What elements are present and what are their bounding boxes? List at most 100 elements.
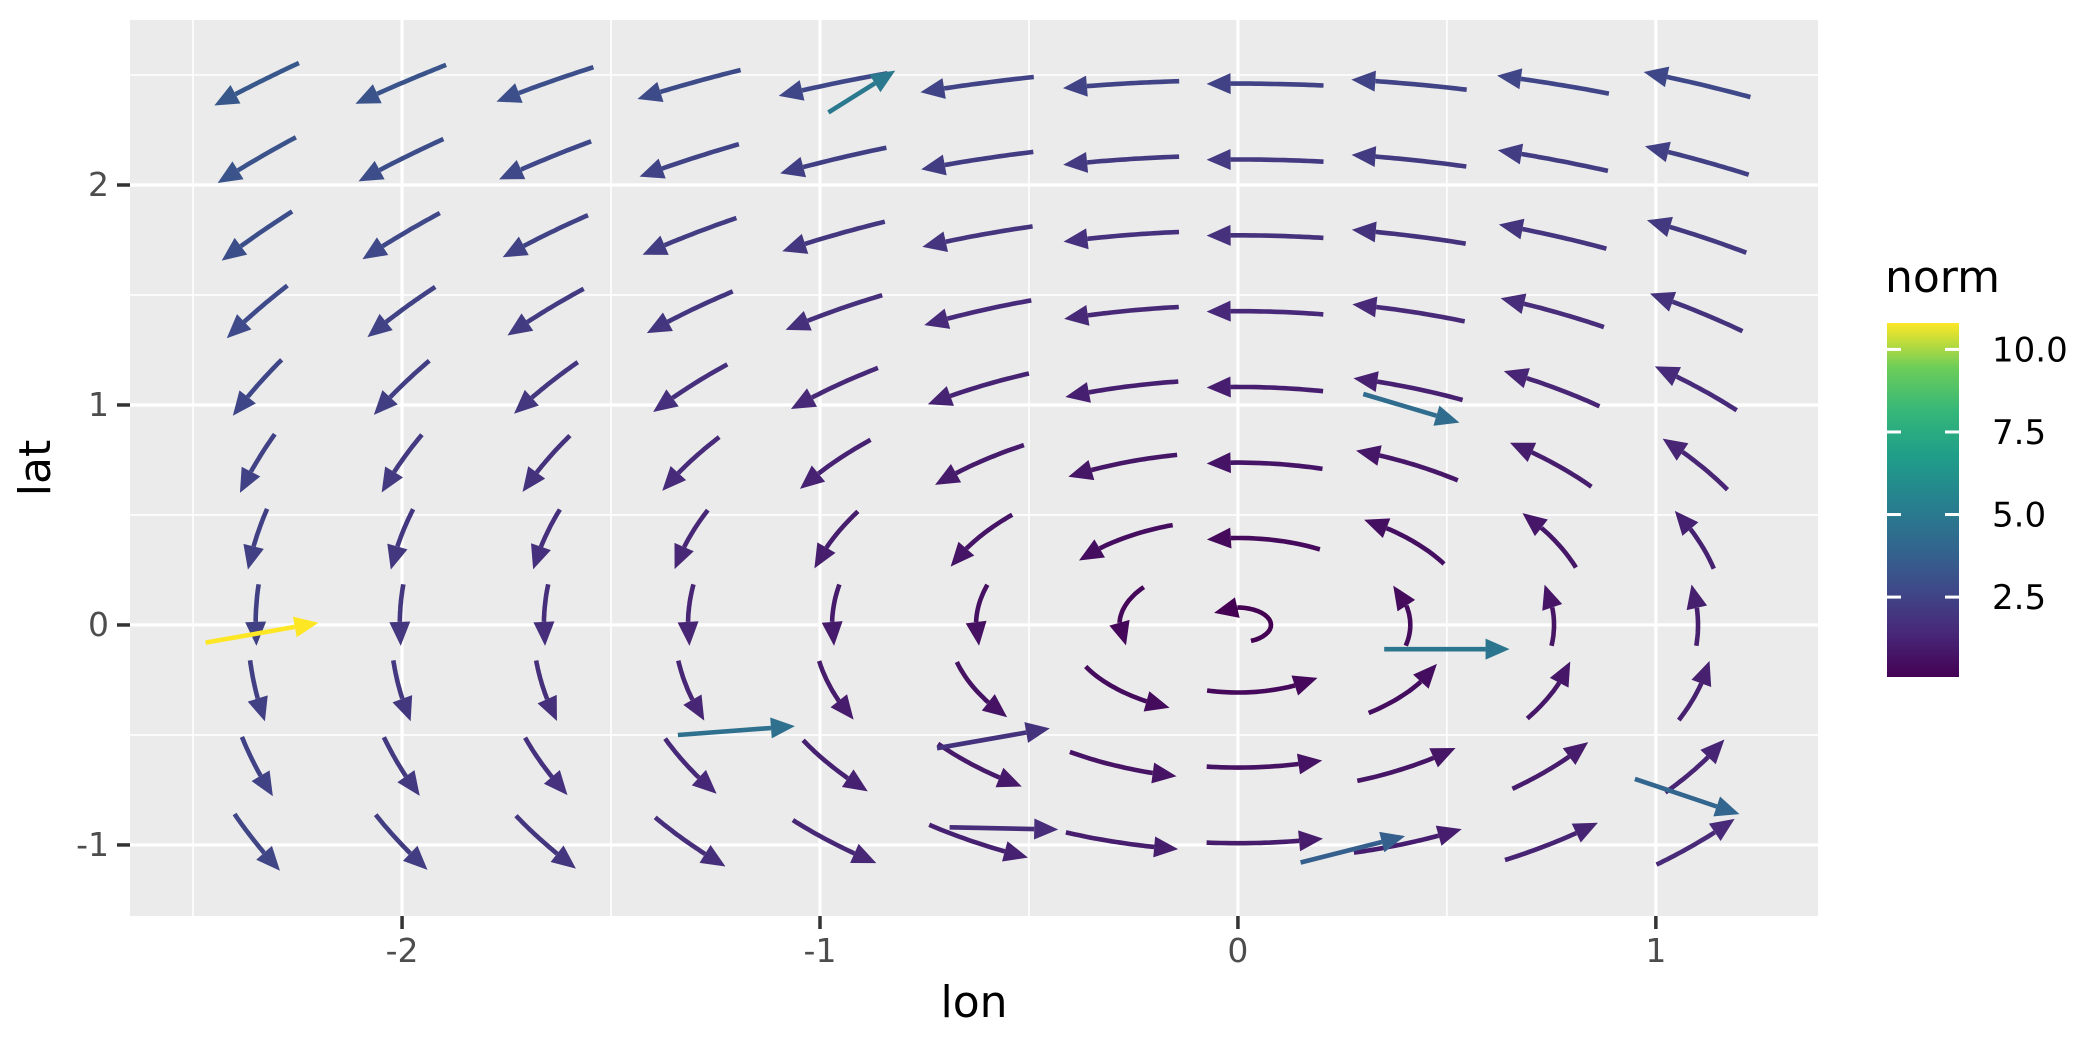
streamline-arrow [533,583,555,646]
legend-title: norm [1885,252,2000,303]
outlier-arrow [677,717,795,739]
streamline-arrow [662,435,721,491]
streamline-arrow [954,661,1008,718]
streamline-arrow [1206,830,1324,852]
streamline-arrow [1498,218,1608,251]
outlier-arrow [1362,391,1460,426]
streamline-arrow [922,224,1033,252]
streamline-arrow [502,213,589,258]
x-tick-label: -2 [386,931,419,970]
streamline-arrow [799,437,872,489]
streamline-arrow [239,432,277,493]
streamline-arrow [367,284,437,338]
y-axis-title: lat [10,439,61,497]
y-tick-label: 0 [88,605,109,644]
streamline-arrow [637,67,742,102]
streamline-arrow [639,141,740,179]
axes: -2 -1 0 1 2 1 0 -1 [76,165,1666,970]
streamline-arrow [950,512,1014,567]
streamline-arrow [1356,445,1459,483]
streamline-arrow [358,136,445,182]
outlier-arrow [1300,831,1406,865]
streamline-arrow [1065,379,1179,403]
streamline-arrow [522,433,572,492]
streamline-arrow [1522,513,1578,569]
outlier-arrow [1634,776,1740,817]
streamline-arrow [1393,585,1416,647]
streamline-arrow [1078,522,1174,561]
streamline-arrow [1511,742,1589,791]
streamline-arrow [1351,221,1467,246]
streamline-arrow [1497,143,1609,174]
streamline-arrow [1206,376,1324,398]
streamline-arrow [1503,368,1601,409]
outlier-arrow [1384,638,1510,660]
streamline-arrow [1662,438,1730,492]
streamline-arrow [663,737,717,794]
streamline-arrow [226,283,289,339]
streamline-arrow [1356,748,1456,784]
streamline-arrow [1063,228,1180,250]
y-tick-label: -1 [76,825,109,864]
streamline-arrow [499,139,592,180]
streamline-arrow [355,62,447,104]
streamline-arrow [928,822,1028,862]
streamline-arrow [653,362,729,412]
legend-colorbar: 2.5 5.0 7.5 10.0 [1887,323,2068,677]
streamline-arrow [514,814,576,869]
streamline-arrow [801,738,868,792]
streamline-arrow [217,135,297,184]
streamline-arrow [523,736,568,796]
streamline-arrow [1654,366,1738,413]
streamline-arrow [791,818,877,864]
streamline-arrow [1214,597,1274,644]
y-tick-label: 2 [88,165,109,204]
vector-arrows [205,60,1752,871]
streamline-arrow [1063,151,1180,173]
streamline-arrow [1206,148,1324,170]
streamline-arrow [389,583,411,646]
streamline-arrow [653,815,726,867]
x-axis-title: lon [940,977,1008,1028]
streamline-arrow [1674,510,1716,570]
streamline-arrow [676,660,705,721]
streamline-arrow [1367,663,1437,716]
streamline-arrow [1353,825,1462,855]
streamline-arrow [1525,661,1571,721]
streamline-arrow [232,812,280,871]
streamline-arrow [221,209,294,261]
x-tick-label: 1 [1645,931,1666,970]
streamline-arrow [232,358,284,416]
streamline-arrow [1069,749,1177,784]
streamline-arrow [1084,664,1170,712]
streamline-arrow [239,735,273,797]
streamline-arrow [1663,739,1725,795]
streamline-arrow [1352,296,1466,324]
streamline-arrow [381,433,424,493]
y-tick-label: 1 [88,385,109,424]
streamline-arrow [921,149,1034,176]
legend-tick-label: 10.0 [1992,330,2068,370]
streamline-arrow [927,371,1030,406]
streamline-arrow [514,360,580,414]
streamline-arrow [1064,304,1179,326]
streamline-arrow [1206,675,1318,696]
streamline-arrow [1542,584,1563,647]
streamline-arrow [1206,300,1324,322]
streamline-arrow [496,65,595,103]
outlier-arrow [205,616,319,645]
streamline-arrow [362,210,441,260]
streamline-arrow [920,74,1035,99]
streamline-arrow [214,60,300,106]
streamline-arrow [243,508,270,570]
streamline-arrow [1206,753,1323,775]
streamline-arrow [1497,68,1610,96]
streamline-arrow [924,298,1032,329]
streamline-arrow [1068,452,1178,481]
colorbar-gradient [1887,323,1959,677]
streamline-arrow [1500,293,1605,330]
x-tick-label: 0 [1227,931,1248,970]
streamline-arrow [533,660,557,722]
streamline-arrow [1065,830,1179,858]
streamline-arrow [1644,141,1750,177]
